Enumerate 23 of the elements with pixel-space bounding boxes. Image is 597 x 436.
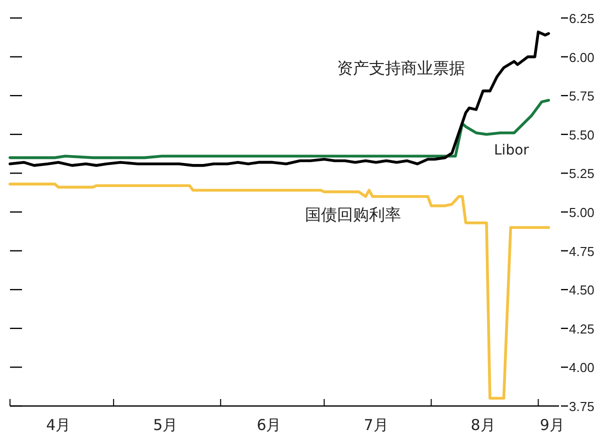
series-label: 资产支持商业票据	[337, 58, 465, 78]
y-tick-label: 6.25	[569, 11, 594, 26]
line-series	[8, 30, 550, 167]
y-tick-label: 4.00	[569, 360, 594, 376]
y-tick-label: 5.50	[569, 127, 594, 142]
y-tick-label: 5.75	[569, 88, 594, 104]
x-tick-label: 4月	[46, 416, 71, 434]
series-label: Libor	[494, 142, 530, 158]
series-label: 国债回购利率	[305, 205, 401, 224]
x-tick-label: 6月	[256, 416, 282, 434]
x-tick-label: 5月	[153, 416, 178, 434]
line-series	[8, 182, 550, 400]
y-tick-label: 5.00	[569, 205, 594, 220]
y-tick-label: 4.25	[569, 321, 594, 336]
y-tick-label: 5.25	[569, 166, 594, 182]
y-tick-label: 3.75	[569, 399, 594, 414]
x-tick-label: 9月	[540, 416, 564, 434]
x-tick-label: 8月	[470, 416, 496, 434]
y-tick-label: 4.75	[569, 244, 594, 259]
x-tick-label: 7月	[364, 416, 388, 434]
line-series	[8, 98, 550, 160]
y-tick-label: 6.00	[569, 50, 594, 65]
y-tick-label: 4.50	[569, 282, 594, 298]
